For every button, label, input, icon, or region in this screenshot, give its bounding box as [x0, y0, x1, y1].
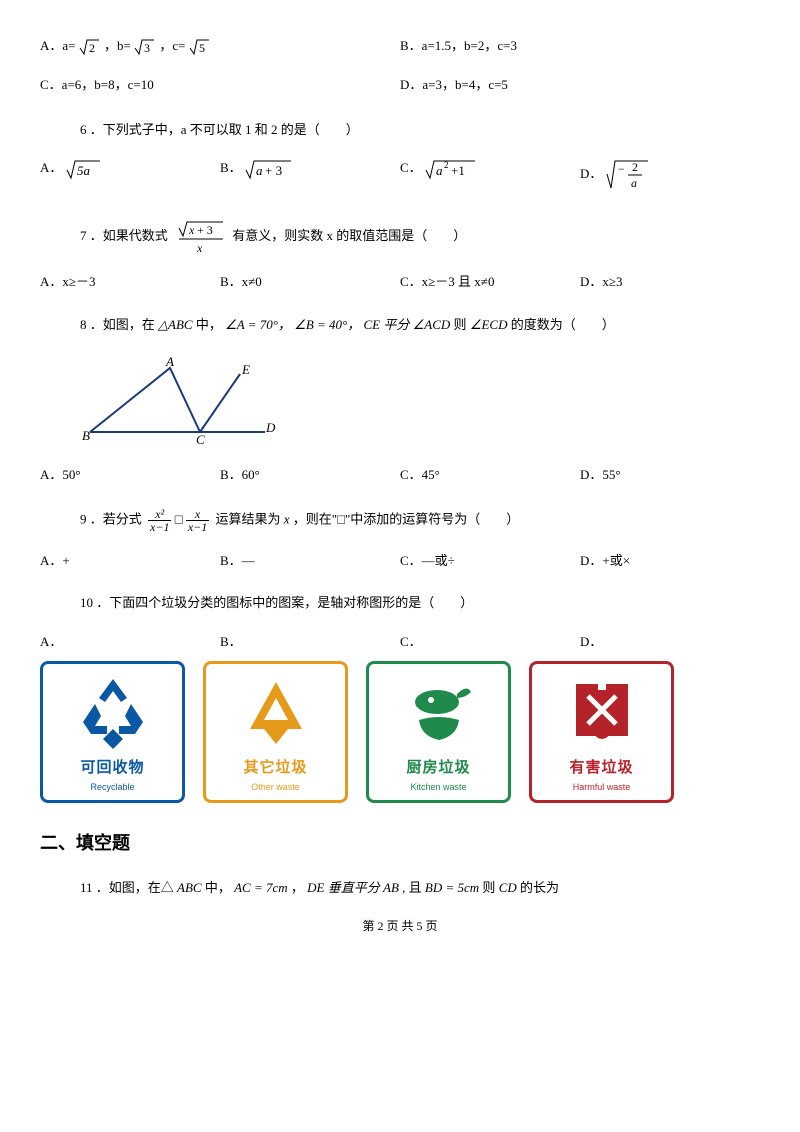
q6-stem: 6 ．下列式子中，a 不可以取 1 和 2 的是（ ） — [40, 120, 760, 141]
q10-stem: 10 ．下面四个垃圾分类的图标中的图案，是轴对称图形的是（ ） — [40, 593, 760, 614]
q7-options: A．x≥－3 B．x≠0 C．x≥－3 且 x≠0 D．x≥3 — [40, 272, 760, 293]
kitchen-cn: 厨房垃圾 — [375, 756, 502, 780]
harmful-waste-icon — [538, 672, 665, 752]
recyclable-en: Recyclable — [49, 780, 176, 794]
sqrt2-icon: 2 — [79, 38, 101, 56]
section-title: 二、填空题 — [40, 829, 760, 858]
kitchen-en: Kitchen waste — [375, 780, 502, 794]
svg-text:2: 2 — [444, 160, 449, 170]
q6-optC: C． a2+1 — [400, 158, 580, 192]
svg-text:3: 3 — [144, 41, 150, 55]
sqrt-a-plus-3-icon: a+ 3 — [245, 158, 293, 180]
q8-options: A．50° B．60° C．45° D．55° — [40, 465, 760, 486]
waste-card-recyclable: 可回收物 Recyclable — [40, 661, 185, 803]
waste-card-harmful: 有害垃圾 Harmful waste — [529, 661, 674, 803]
q8-stem: 8 ．如图，在 △ABC 中， ∠A = 70°， ∠B = 40°， CE 平… — [40, 315, 760, 336]
q9-optB: B．— — [220, 551, 400, 572]
q11-stem: 11 ．如图，在△ ABC 中， AC = 7cm ， DE 垂直平分 AB ,… — [40, 878, 760, 899]
q8-optA: A．50° — [40, 465, 220, 486]
svg-text:B: B — [82, 428, 90, 443]
q6-optA: A． 5a — [40, 158, 220, 192]
sqrt-a2-plus-1-icon: a2+1 — [425, 158, 477, 180]
q9-optC: C．—或÷ — [400, 551, 580, 572]
q7-stem: 7 ．如果代数式 x+ 3x 有意义，则实数 x 的取值范围是（ ） — [40, 220, 760, 254]
svg-text:A: A — [165, 354, 174, 369]
harmful-cn: 有害垃圾 — [538, 756, 665, 780]
q9-optA: A．+ — [40, 551, 220, 572]
svg-text:+ 3: + 3 — [197, 223, 213, 237]
q5-options-row2: C．a=6，b=8，c=10 D．a=3，b=4，c=5 — [40, 75, 760, 96]
svg-text:−: − — [618, 162, 625, 176]
q5-optA: A．a= 2 ，b= 3 ，c= 5 — [40, 36, 400, 57]
svg-text:C: C — [196, 432, 205, 444]
svg-text:+ 3: + 3 — [265, 163, 282, 178]
q9-stem: 9 ．若分式 x²x−1 □ xx−1 运算结果为 x ，则在"□"中添加的运算… — [40, 508, 760, 533]
q8-optB: B．60° — [220, 465, 400, 486]
q7-optB: B．x≠0 — [220, 272, 400, 293]
q8-optC: C．45° — [400, 465, 580, 486]
kitchen-waste-icon — [375, 672, 502, 752]
svg-text:a: a — [436, 163, 443, 178]
svg-text:E: E — [241, 362, 250, 377]
waste-icons-row: 可回收物 Recyclable 其它垃圾 Other waste 厨房垃圾 — [40, 661, 760, 803]
q10-optC: C． — [400, 632, 580, 653]
q7-optD: D．x≥3 — [580, 272, 760, 293]
q8-diagram: A B C D E — [80, 354, 760, 451]
recyclable-cn: 可回收物 — [49, 756, 176, 780]
q6-options: A． 5a B． a+ 3 C． a2+1 D． −2a — [40, 158, 760, 192]
q5-optD: D．a=3，b=4，c=5 — [400, 75, 760, 96]
other-en: Other waste — [212, 780, 339, 794]
svg-text:x: x — [188, 223, 195, 237]
sqrt-neg2-over-a-icon: −2 a — [606, 158, 650, 192]
svg-text:x: x — [196, 241, 203, 254]
q7-optA: A．x≥－3 — [40, 272, 220, 293]
sqrt5-icon: 5 — [189, 38, 211, 56]
q10-option-labels: A． B． C． D． — [40, 632, 760, 653]
waste-card-other: 其它垃圾 Other waste — [203, 661, 348, 803]
sqrt3-icon: 3 — [134, 38, 156, 56]
q10-optB: B． — [220, 632, 400, 653]
q6-optD: D． −2a — [580, 158, 760, 192]
waste-card-kitchen: 厨房垃圾 Kitchen waste — [366, 661, 511, 803]
svg-text:5: 5 — [199, 41, 205, 55]
svg-text:2: 2 — [89, 41, 95, 55]
q10-optA: A． — [40, 632, 220, 653]
q8-optD: D．55° — [580, 465, 760, 486]
other-waste-icon — [212, 672, 339, 752]
q5-optB: B．a=1.5，b=2，c=3 — [400, 36, 760, 57]
q5-options-row1: A．a= 2 ，b= 3 ，c= 5 B．a=1.5，b=2，c=3 — [40, 36, 760, 57]
page-footer: 第 2 页 共 5 页 — [40, 917, 760, 936]
sqrt5a-icon: 5a — [66, 158, 102, 180]
harmful-en: Harmful waste — [538, 780, 665, 794]
q9-optD: D．+或× — [580, 551, 760, 572]
q5-optC: C．a=6，b=8，c=10 — [40, 75, 400, 96]
svg-text:+1: +1 — [451, 163, 465, 178]
q6-optB: B． a+ 3 — [220, 158, 400, 192]
svg-text:5a: 5a — [77, 163, 91, 178]
svg-text:a: a — [631, 176, 637, 190]
sqrt-x-plus-3-over-x-icon: x+ 3x — [175, 220, 225, 254]
q10-optD: D． — [580, 632, 760, 653]
q7-optC: C．x≥－3 且 x≠0 — [400, 272, 580, 293]
q9-options: A．+ B．— C．—或÷ D．+或× — [40, 551, 760, 572]
svg-text:2: 2 — [632, 160, 638, 174]
recyclable-icon — [49, 672, 176, 752]
other-cn: 其它垃圾 — [212, 756, 339, 780]
svg-text:D: D — [265, 420, 276, 435]
svg-text:a: a — [256, 163, 263, 178]
